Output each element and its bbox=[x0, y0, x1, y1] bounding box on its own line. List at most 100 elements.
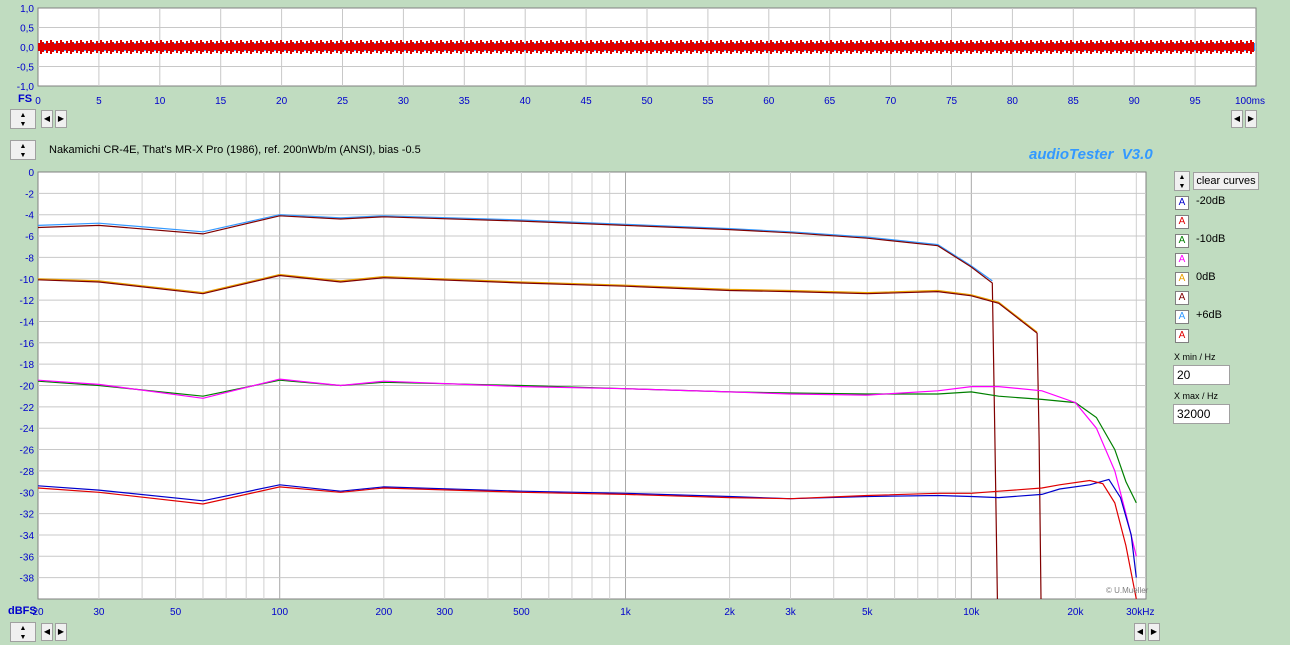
legend-label-4: 0dB bbox=[1196, 271, 1216, 283]
frequency-y-tick: -24 bbox=[20, 424, 35, 435]
bottom-zoom-right-button[interactable]: ▶ bbox=[1148, 623, 1160, 641]
waveform-x-tick: 65 bbox=[824, 96, 836, 107]
waveform-y-tick: 0,0 bbox=[20, 43, 34, 54]
waveform-x-tick: 30 bbox=[398, 96, 410, 107]
waveform-y-tick: 1,0 bbox=[20, 4, 34, 15]
dbfs-label: dBFS bbox=[8, 605, 37, 617]
waveform-y-tick: 0,5 bbox=[20, 24, 34, 35]
bottom-scroll-left-button[interactable]: ◀ bbox=[41, 623, 53, 641]
waveform-x-tick: 60 bbox=[763, 96, 775, 107]
frequency-y-tick: -26 bbox=[20, 446, 35, 457]
waveform-signal-red bbox=[38, 40, 1254, 54]
waveform-x-tick: 40 bbox=[520, 96, 532, 107]
legend-marker-7[interactable]: A bbox=[1175, 329, 1189, 343]
waveform-x-tick: 10 bbox=[154, 96, 166, 107]
series-line-7 bbox=[38, 479, 1137, 599]
frequency-x-tick: 3k bbox=[785, 607, 797, 618]
frequency-y-tick: -16 bbox=[20, 339, 35, 350]
series-line-6 bbox=[38, 478, 1137, 578]
series-line-4 bbox=[38, 379, 1137, 504]
legend-marker-2[interactable]: A bbox=[1175, 234, 1189, 248]
frequency-y-tick: -8 bbox=[25, 253, 34, 264]
main-y-spinner-top[interactable]: ▲ ▼ bbox=[10, 140, 36, 160]
xmax-label: X max / Hz bbox=[1174, 391, 1219, 401]
frequency-x-tick: 300 bbox=[436, 607, 453, 618]
frequency-y-tick: -20 bbox=[20, 382, 35, 393]
frequency-y-tick: -12 bbox=[20, 296, 35, 307]
series-line-3 bbox=[38, 274, 1042, 599]
legend-marker-6[interactable]: A bbox=[1175, 310, 1189, 324]
frequency-x-tick: 200 bbox=[375, 607, 392, 618]
legend-marker-5[interactable]: A bbox=[1175, 291, 1189, 305]
frequency-x-tick: 20k bbox=[1067, 607, 1084, 618]
measurement-description: Nakamichi CR-4E, That's MR-X Pro (1986),… bbox=[49, 144, 421, 156]
bottom-zoom-left-button[interactable]: ◀ bbox=[1134, 623, 1146, 641]
waveform-x-tick: 35 bbox=[459, 96, 471, 107]
legend-label-2: -10dB bbox=[1196, 233, 1226, 245]
top-zoom-left-button[interactable]: ◀ bbox=[1231, 110, 1243, 128]
waveform-x-tick: 50 bbox=[641, 96, 653, 107]
legend-marker-3[interactable]: A bbox=[1175, 253, 1189, 267]
copyright-label: © U.Mueller bbox=[1106, 586, 1149, 595]
frequency-x-tick: 50 bbox=[170, 607, 182, 618]
legend-marker-0[interactable]: A bbox=[1175, 196, 1189, 210]
xmax-input[interactable]: 32000 bbox=[1173, 404, 1230, 424]
waveform-x-tick: 20 bbox=[276, 96, 288, 107]
frequency-x-tick: 500 bbox=[513, 607, 530, 618]
waveform-x-tick: 85 bbox=[1068, 96, 1080, 107]
waveform-x-tick: 95 bbox=[1190, 96, 1202, 107]
top-scroll-left-button[interactable]: ◀ bbox=[41, 110, 53, 128]
waveform-x-tick: 55 bbox=[702, 96, 714, 107]
series-line-2 bbox=[38, 273, 1038, 333]
frequency-y-tick: -32 bbox=[20, 510, 35, 521]
legend-marker-1[interactable]: A bbox=[1175, 215, 1189, 229]
waveform-chart: 1,0 0,5 0,0 -0,5 -1,0 0 5 10 15 20 25 30 35 40 45 50 55… bbox=[17, 4, 1265, 107]
frequency-y-tick: 0 bbox=[28, 168, 34, 179]
waveform-x-tick: 90 bbox=[1129, 96, 1141, 107]
frequency-y-tick: -18 bbox=[20, 360, 35, 371]
frequency-y-tick: -6 bbox=[25, 232, 34, 243]
top-y-spinner[interactable]: ▲ ▼ bbox=[10, 109, 36, 129]
waveform-x-tick: 75 bbox=[946, 96, 958, 107]
legend-spinner[interactable]: ▲ ▼ bbox=[1174, 171, 1190, 191]
frequency-response-chart: 0 -2 -4 -6 -8 -10 -12 -14 -16 -18 -20 -22 -24 -26 -28 -… bbox=[20, 168, 1155, 618]
frequency-y-tick: -22 bbox=[20, 403, 35, 414]
xmin-input[interactable]: 20 bbox=[1173, 365, 1230, 385]
frequency-x-tick: 2k bbox=[724, 607, 736, 618]
fs-label: FS bbox=[18, 93, 33, 105]
top-zoom-right-button[interactable]: ▶ bbox=[1245, 110, 1257, 128]
frequency-x-tick: 30 bbox=[93, 607, 105, 618]
frequency-y-tick: -14 bbox=[20, 317, 35, 328]
frequency-y-tick: -28 bbox=[20, 467, 35, 478]
legend-marker-4[interactable]: A bbox=[1175, 272, 1189, 286]
waveform-x-tick: 25 bbox=[337, 96, 349, 107]
frequency-y-tick: -10 bbox=[20, 275, 35, 286]
waveform-x-tick: 15 bbox=[215, 96, 227, 107]
waveform-x-tick: 80 bbox=[1007, 96, 1019, 107]
frequency-x-tick: 100 bbox=[271, 607, 288, 618]
clear-curves-button[interactable]: clear curves bbox=[1193, 172, 1259, 190]
waveform-y-tick: -1,0 bbox=[17, 82, 35, 93]
top-scroll-right-button[interactable]: ▶ bbox=[55, 110, 67, 128]
waveform-x-tick: 0 bbox=[35, 96, 41, 107]
frequency-y-tick: -38 bbox=[20, 574, 35, 585]
frequency-y-tick: -36 bbox=[20, 552, 35, 563]
waveform-y-tick: -0,5 bbox=[17, 63, 35, 74]
series-line-0 bbox=[38, 214, 993, 282]
waveform-x-tick: 45 bbox=[581, 96, 593, 107]
frequency-x-tick: 10k bbox=[963, 607, 980, 618]
legend-label-0: -20dB bbox=[1196, 195, 1226, 207]
bottom-scroll-right-button[interactable]: ▶ bbox=[55, 623, 67, 641]
brand-label: audioTester V3.0 bbox=[1029, 146, 1153, 163]
frequency-y-tick: -4 bbox=[25, 211, 34, 222]
frequency-x-tick: 1k bbox=[620, 607, 632, 618]
legend-label-6: +6dB bbox=[1196, 309, 1222, 321]
xmin-label: X min / Hz bbox=[1174, 352, 1216, 362]
frequency-x-tick: 5k bbox=[862, 607, 874, 618]
frequency-y-tick: -34 bbox=[20, 531, 35, 542]
frequency-x-tick: 20 bbox=[32, 607, 44, 618]
frequency-y-tick: -2 bbox=[25, 189, 34, 200]
main-y-spinner-bottom[interactable]: ▲ ▼ bbox=[10, 622, 36, 642]
frequency-x-tick: 30kHz bbox=[1126, 607, 1154, 618]
waveform-x-tick: 5 bbox=[96, 96, 102, 107]
